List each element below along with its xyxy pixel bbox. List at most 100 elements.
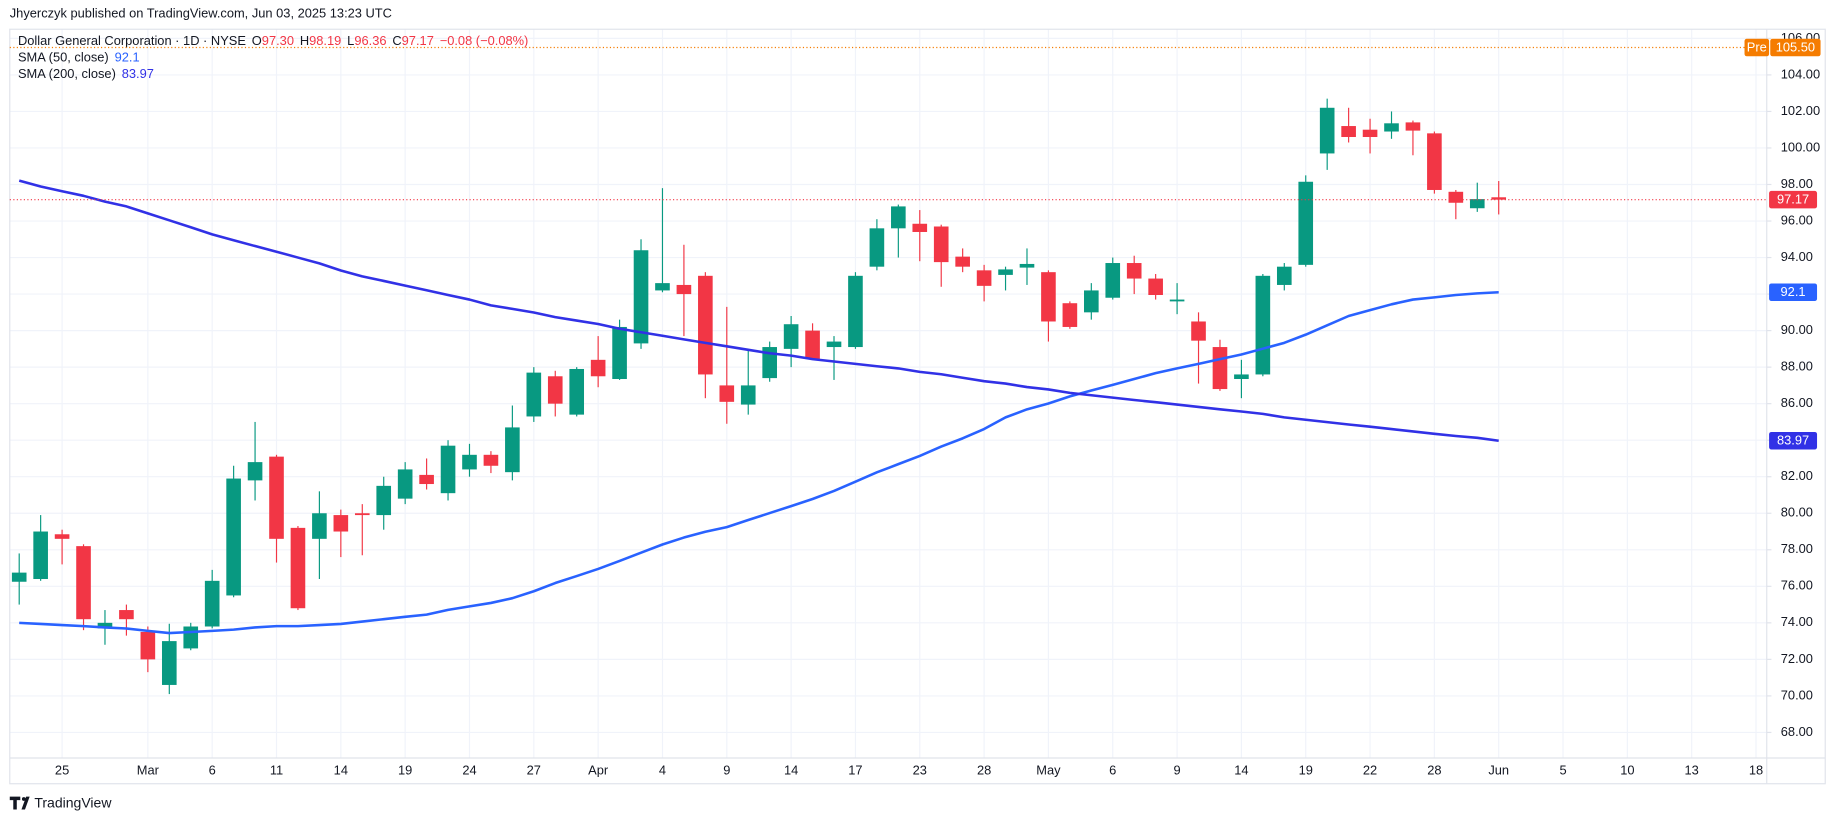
price-tag <box>1770 38 1821 57</box>
candle-body <box>183 626 199 649</box>
candle-body <box>1319 107 1335 154</box>
y-tick-label: 76.00 <box>1781 578 1813 593</box>
x-tick-label: 6 <box>209 762 216 777</box>
x-tick-label: 6 <box>1109 762 1116 777</box>
candle-body <box>140 631 156 660</box>
candle-body <box>376 485 392 516</box>
candle-body <box>719 385 735 402</box>
candle-body <box>1405 122 1421 131</box>
x-tick-label: 14 <box>334 762 348 777</box>
candle-body <box>1362 129 1378 138</box>
candle-body <box>440 445 456 494</box>
y-tick-label: 98.00 <box>1781 176 1813 191</box>
legend-indicator: SMA (50, close) 92.1 <box>18 50 140 65</box>
candle-body <box>698 275 713 375</box>
candle-body <box>1169 299 1185 302</box>
candle-body <box>976 270 992 286</box>
candle-body <box>805 330 820 359</box>
candle-body <box>397 469 413 499</box>
candle-body <box>998 269 1013 275</box>
candle-body <box>1126 263 1142 279</box>
candle-body <box>505 427 520 473</box>
x-tick-label: 9 <box>723 762 730 777</box>
open: 97.30 <box>262 34 294 49</box>
x-tick-label: 11 <box>270 762 283 777</box>
candle-body <box>204 580 220 627</box>
candle-body <box>247 462 263 481</box>
candle-body <box>912 223 928 232</box>
high-key: H <box>300 34 309 49</box>
candle-body <box>869 228 885 267</box>
candle-body <box>1427 133 1442 190</box>
frame <box>9 28 1826 785</box>
x-tick-label: 19 <box>1299 762 1313 777</box>
high: 98.19 <box>309 34 341 49</box>
x-tick-label: 10 <box>1620 762 1634 777</box>
candle-body <box>11 572 27 582</box>
x-tick-label: 22 <box>1363 762 1377 777</box>
y-tick-label: 72.00 <box>1781 651 1813 666</box>
price-tag <box>1769 431 1818 450</box>
x-tick-label: 14 <box>1234 762 1248 777</box>
footer-brand: TradingView <box>34 794 112 810</box>
published: Jhyerczyk published on TradingView.com, … <box>10 5 392 20</box>
y-tick-label: 78.00 <box>1781 541 1813 556</box>
candle-body <box>462 454 477 470</box>
candle-body <box>633 250 649 344</box>
candle-body <box>312 513 327 539</box>
candle-body <box>1148 278 1163 295</box>
y-tick-label: 82.00 <box>1781 468 1813 483</box>
candle-body <box>1105 263 1121 298</box>
low: 96.36 <box>354 34 386 49</box>
candle-body <box>848 275 863 348</box>
sma-line <box>18 179 1499 443</box>
indicator-name: SMA (200, close) <box>18 66 116 81</box>
y-tick-label: 104.00 <box>1781 66 1820 81</box>
x-tick-label: 4 <box>659 762 666 777</box>
candle-body <box>526 372 542 417</box>
x-tick-label: 24 <box>462 762 476 777</box>
candle-body <box>269 456 284 539</box>
candle-body <box>569 368 585 415</box>
candle-body <box>1212 347 1228 390</box>
y-tick-label: 74.00 <box>1781 614 1813 629</box>
premarket-key: Pre <box>1747 39 1767 54</box>
premarket-key-tag <box>1744 38 1770 57</box>
candle-body <box>226 478 241 596</box>
x-tick-label: 13 <box>1685 762 1699 777</box>
y-tick-label: 100.00 <box>1781 139 1820 154</box>
candle-body <box>354 513 370 516</box>
candle-body <box>1041 272 1056 322</box>
candle-body <box>483 454 499 466</box>
candle-body <box>655 283 670 291</box>
x-tick-label: 19 <box>398 762 412 777</box>
candle-body <box>419 474 434 485</box>
x-tick-label: 28 <box>1427 762 1441 777</box>
symbol: Dollar General Corporation · 1D · NYSE <box>18 34 246 49</box>
x-tick-label: 28 <box>977 762 991 777</box>
y-tick-label: 94.00 <box>1781 249 1813 264</box>
y-tick-label: 96.00 <box>1781 212 1813 227</box>
close: 97.17 <box>402 34 434 49</box>
x-tick-label: Apr <box>588 762 609 777</box>
candle-body <box>891 206 906 229</box>
y-tick-label: 102.00 <box>1781 103 1820 118</box>
price-tag <box>1769 190 1818 209</box>
x-tick-label: 25 <box>55 762 69 777</box>
candle-body <box>290 527 306 609</box>
y-tick-label: 68.00 <box>1781 724 1813 739</box>
candle-body <box>826 341 842 348</box>
price-tag-label: 97.17 <box>1777 192 1809 207</box>
candle-body <box>1062 303 1078 327</box>
candle-body <box>76 546 91 620</box>
price-tag-label: 105.50 <box>1776 39 1815 54</box>
candle-body <box>1234 374 1249 380</box>
y-tick-label: 88.00 <box>1781 359 1813 374</box>
candle-body <box>97 622 113 629</box>
candle-body <box>1019 263 1035 268</box>
x-tick-label: 9 <box>1174 762 1181 777</box>
candle-body <box>1469 199 1485 209</box>
logo-dot <box>21 797 26 801</box>
